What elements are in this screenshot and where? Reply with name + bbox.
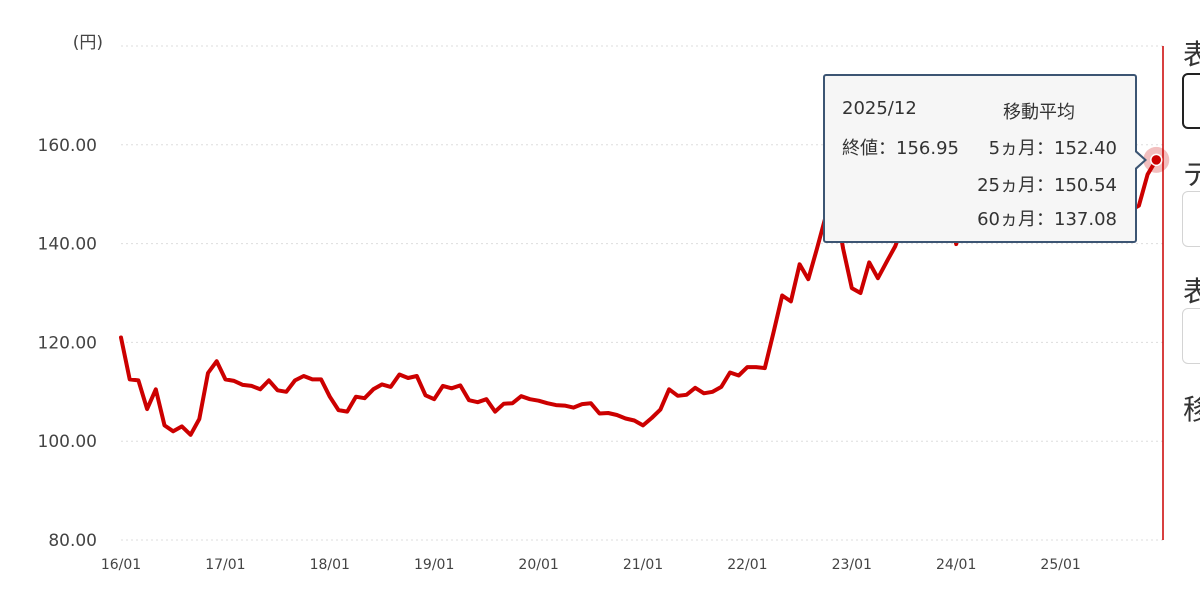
side-select-period[interactable] [1182,308,1200,364]
side-select-data[interactable] [1182,191,1200,247]
data-tooltip: 2025/12 移動平均 終値：156.95 5ヵ月：152.40 25ヵ月：1… [823,74,1147,243]
x-tick-label: 19/01 [414,557,454,573]
tooltip-ma-heading: 移動平均 [1003,102,1075,123]
side-label-display: 表 [1183,38,1200,71]
tooltip-ma5: 5ヵ月：152.40 [988,138,1117,159]
y-tick-label: 100.00 [38,432,97,452]
side-label-moving-average: 移 [1183,393,1200,426]
x-tick-label: 16/01 [101,557,141,573]
x-axis-ticks: 16/01 17/01 18/01 19/01 20/01 21/01 22/01 23/01… [101,557,1081,573]
y-axis-unit: (円) [73,33,103,53]
side-label-period: 表 [1183,275,1200,308]
highlight-point[interactable] [1150,153,1163,167]
y-axis-ticks: 80.00 100.00 120.00 140.00 160.00 [38,136,97,551]
tooltip-close-value: 終値：156.95 [842,138,959,159]
x-tick-label: 21/01 [623,557,663,573]
x-tick-label: 22/01 [727,557,767,573]
tooltip-date: 2025/12 [842,98,917,119]
x-tick-label: 24/01 [936,557,976,573]
y-tick-label: 80.00 [48,531,97,551]
y-tick-label: 120.00 [38,333,97,353]
x-tick-label: 23/01 [832,557,872,573]
x-tick-label: 25/01 [1040,557,1080,573]
x-tick-label: 17/01 [205,557,245,573]
y-tick-label: 160.00 [38,136,97,156]
grid-lines [121,45,1163,541]
side-select-display[interactable] [1182,73,1200,129]
tooltip-ma60: 60ヵ月：137.08 [977,209,1117,230]
side-label-data: デ [1183,158,1200,191]
x-tick-label: 20/01 [518,557,558,573]
tooltip-ma25: 25ヵ月：150.54 [977,175,1117,196]
x-tick-label: 18/01 [310,557,350,573]
y-tick-label: 140.00 [38,235,97,255]
